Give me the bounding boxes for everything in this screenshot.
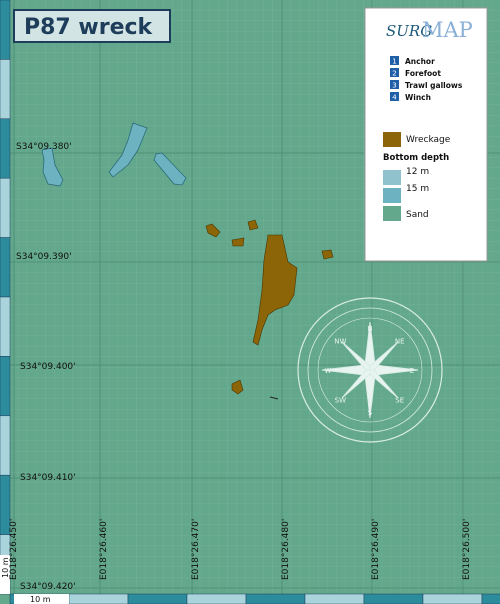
legend-features: 1 Anchor 2 Forefoot 3 Trawl gallows 4 Winch [390, 56, 463, 102]
feature-number: 4 [392, 94, 397, 102]
depth-15m-areas [41, 122, 187, 187]
wreckage-swatch [383, 132, 401, 147]
feature-number: 2 [392, 70, 396, 78]
scale-segment [0, 237, 11, 298]
scale-segment [481, 593, 500, 604]
logo-brand: SURG [386, 22, 432, 40]
feature-badge [390, 68, 399, 77]
scale-segment [186, 593, 247, 604]
depth-swatch [383, 206, 401, 221]
scale-segment [0, 59, 11, 120]
scale-segment [0, 0, 11, 60]
feature-number: 1 [392, 58, 396, 66]
longitude-label: E018°26.450' [9, 519, 19, 580]
latitude-label: S34°09.380' [16, 142, 72, 152]
feature-label: Anchor [405, 57, 435, 66]
feature-label: Forefoot [405, 69, 441, 78]
scale-segment [68, 593, 129, 604]
coordinate-labels: S34°09.380' S34°09.390' S34°09.400' S34°09.… [9, 142, 472, 592]
scale-segment [0, 118, 11, 179]
feature-label: Winch [405, 93, 431, 102]
compass-letter: SE [395, 397, 404, 405]
scale-segment [127, 593, 188, 604]
latitude-label: S34°09.400' [20, 362, 76, 372]
legend-label: 12 m [406, 167, 429, 177]
scale-segment [304, 593, 365, 604]
longitude-label: E018°26.470' [191, 519, 201, 580]
scale-label-bg [0, 555, 10, 594]
compass-letter: N [367, 325, 372, 333]
scale-segment [0, 356, 11, 417]
scale-segment [0, 296, 11, 357]
title-box [13, 9, 171, 43]
compass-letter: NE [395, 337, 405, 345]
scale-label: 10 m [30, 595, 51, 604]
latitude-label: S34°09.410' [20, 473, 76, 483]
scale-segment [0, 415, 11, 476]
feature-label: Trawl gallows [405, 81, 463, 90]
longitude-label: E018°26.500' [462, 519, 472, 580]
latitude-label: S34°09.420' [20, 582, 76, 592]
latitude-label: S34°09.390' [16, 252, 72, 262]
scale-label-bg [14, 594, 69, 604]
major-grid [10, 0, 500, 594]
longitude-label: E018°26.460' [99, 519, 109, 580]
scale-segment [245, 593, 306, 604]
legend-label: Wreckage [406, 135, 451, 145]
legend-label: 15 m [406, 184, 429, 194]
compass-letter: E [410, 367, 414, 375]
scale-label: 10 m [1, 557, 10, 578]
scale-segment [363, 593, 424, 604]
feature-badge [390, 92, 399, 101]
scale-segment [422, 593, 483, 604]
feature-badge [390, 56, 399, 65]
legend-label: Sand [406, 210, 429, 220]
compass-letter: SW [335, 397, 346, 405]
scale-segment [0, 177, 11, 238]
depth-swatch [383, 188, 401, 203]
compass-letter: NW [334, 337, 346, 345]
longitude-label: E018°26.490' [371, 519, 381, 580]
compass-letter: S [368, 409, 373, 417]
longitude-label: E018°26.480' [281, 519, 291, 580]
logo-map: MAP [422, 18, 473, 42]
feature-number: 3 [392, 82, 396, 90]
compass-letter: W [325, 367, 332, 375]
wreckage [205, 219, 334, 400]
depth-swatch [383, 170, 401, 185]
map-title: P87 wreck [24, 15, 154, 40]
compass-rose: N NE E SE S SW W NW [297, 297, 443, 443]
legend-heading: Bottom depth [383, 153, 449, 163]
feature-badge [390, 80, 399, 89]
